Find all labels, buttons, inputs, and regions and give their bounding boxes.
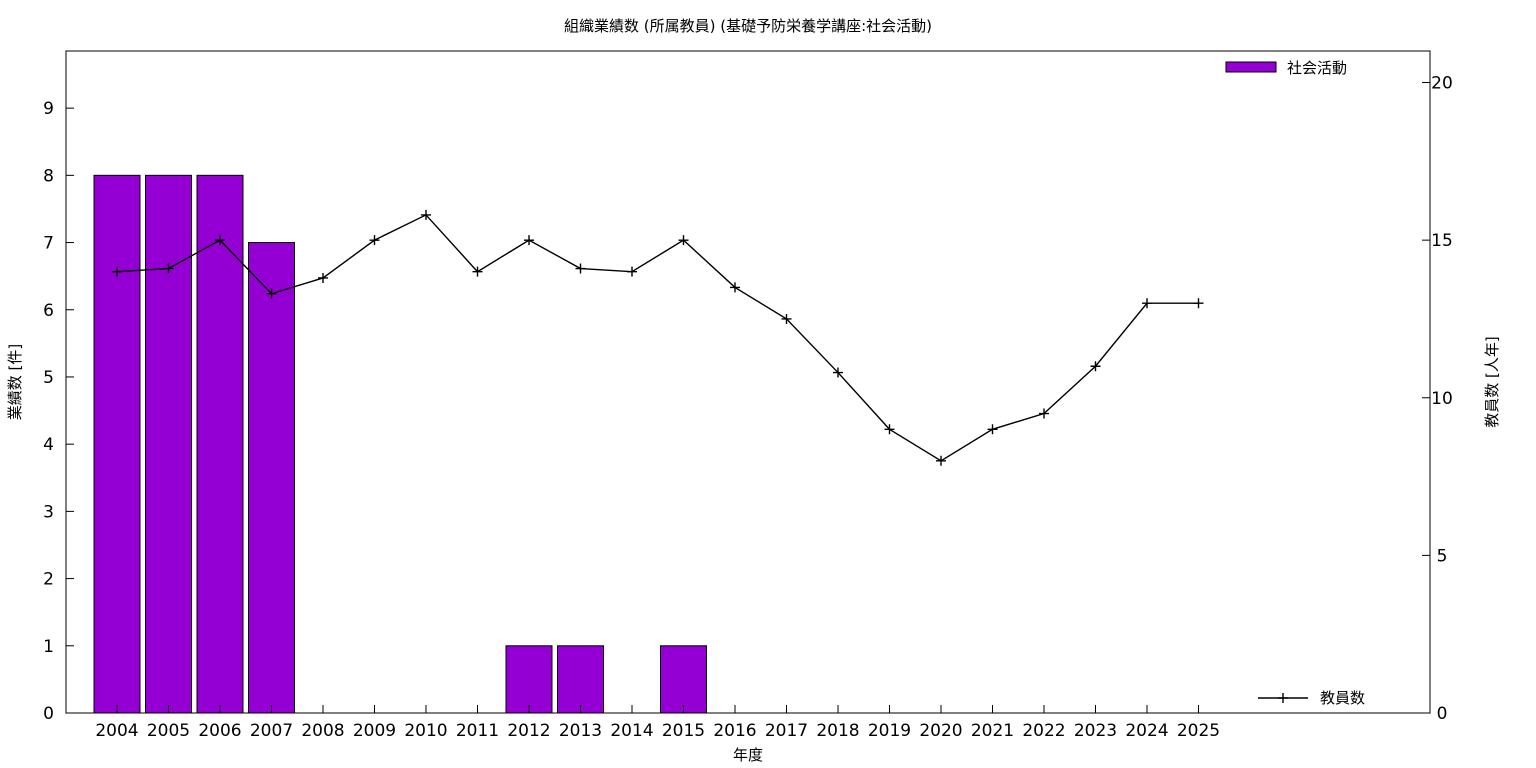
x-tick-label: 2008 xyxy=(301,721,344,741)
x-tick-label: 2021 xyxy=(971,721,1014,741)
x-tick-label: 2010 xyxy=(404,721,447,741)
y-tick-label: 1 xyxy=(43,637,54,657)
x-tick-label: 2004 xyxy=(95,721,138,741)
legend-line-label: 教員数 xyxy=(1320,689,1365,707)
line-point-2025 xyxy=(1193,298,1204,309)
y-tick-label: 3 xyxy=(43,502,54,522)
plot-frame xyxy=(65,50,1431,714)
x-tick-label: 2025 xyxy=(1177,721,1220,741)
y-tick-label: 9 xyxy=(43,99,54,119)
bar-2005 xyxy=(145,174,192,714)
y2-tick-label: 0 xyxy=(1437,704,1448,724)
y2-tick-label: 20 xyxy=(1431,74,1453,94)
y-tick-label: 8 xyxy=(43,166,54,186)
x-tick-label: 2014 xyxy=(610,721,653,741)
bar-2012 xyxy=(505,645,553,714)
line-point-2014 xyxy=(627,266,637,277)
x-tick-label: 2015 xyxy=(662,721,705,741)
bars-layer xyxy=(93,174,707,714)
line-point-2017 xyxy=(781,313,792,324)
chart-title: 組織業績数 (所属教員) (基礎予防栄養学講座:社会活動) xyxy=(564,17,932,35)
y-tick-label: 4 xyxy=(43,435,54,455)
x-tick-label: 2006 xyxy=(198,721,241,741)
x-tick-label: 2009 xyxy=(353,721,396,741)
line-point-2016 xyxy=(730,282,740,293)
x-tick-label: 2019 xyxy=(868,721,911,741)
x-axis: 2004 2005 2006 2007 2008 2009 2010 2011 2012 2013… xyxy=(95,705,1220,741)
y2-tick-label: 10 xyxy=(1431,389,1453,409)
x-tick-label: 2022 xyxy=(1022,721,1065,741)
line-point-2015 xyxy=(678,235,689,246)
line-point-2009 xyxy=(369,235,380,246)
bar-2004 xyxy=(93,174,141,714)
line-point-2021 xyxy=(987,424,998,435)
line-point-2005 xyxy=(163,263,174,274)
y-tick-label: 6 xyxy=(43,301,54,321)
x-tick-label: 2016 xyxy=(713,721,756,741)
y-tick-label: 7 xyxy=(43,234,54,254)
y-axis: 0 1 2 3 4 5 6 7 8 9 xyxy=(43,99,74,724)
line-point-2006 xyxy=(215,235,225,246)
x-tick-label: 2020 xyxy=(919,721,962,741)
legend-bar-label: 社会活動 xyxy=(1287,59,1347,77)
y-tick-label: 0 xyxy=(43,704,54,724)
line-point-2024 xyxy=(1142,298,1152,309)
x-tick-label: 2024 xyxy=(1125,721,1168,741)
bar-2013 xyxy=(557,645,604,714)
line-point-2020 xyxy=(936,455,946,466)
x-axis-label: 年度 xyxy=(733,746,763,764)
line-series xyxy=(116,214,1199,462)
bar-2006 xyxy=(196,174,244,714)
bar-2007 xyxy=(248,242,295,714)
y2-axis-label: 教員数 [人年] xyxy=(1483,336,1501,427)
line-point-2023 xyxy=(1090,361,1101,372)
line-layer xyxy=(112,209,1204,466)
line-point-2013 xyxy=(575,263,586,274)
x-tick-label: 2011 xyxy=(456,721,499,741)
line-point-2022 xyxy=(1039,408,1049,419)
bar-2015 xyxy=(660,645,707,714)
x-tick-label: 2007 xyxy=(250,721,293,741)
x-tick-label: 2013 xyxy=(559,721,602,741)
y2-tick-label: 15 xyxy=(1431,231,1453,251)
line-point-2011 xyxy=(472,266,483,277)
x-tick-label: 2005 xyxy=(147,721,190,741)
x-tick-label: 2012 xyxy=(507,721,550,741)
line-point-2004 xyxy=(112,266,122,277)
line-point-2010 xyxy=(421,209,431,220)
x-tick-label: 2017 xyxy=(765,721,808,741)
line-point-2012 xyxy=(524,235,534,246)
y2-tick-label: 5 xyxy=(1437,546,1448,566)
legend-line: 教員数 xyxy=(1258,689,1365,707)
line-point-2018 xyxy=(833,367,843,378)
legend-bar-swatch xyxy=(1225,61,1277,73)
x-tick-label: 2018 xyxy=(816,721,859,741)
y-tick-label: 2 xyxy=(43,570,54,590)
x-tick-label: 2023 xyxy=(1074,721,1117,741)
line-point-2008 xyxy=(318,272,328,283)
y2-axis: 0 5 10 15 20 xyxy=(1422,74,1453,724)
y-tick-label: 5 xyxy=(43,368,54,388)
y-axis-label: 業績数 [件] xyxy=(6,344,24,420)
legend-bar: 社会活動 xyxy=(1225,59,1347,77)
line-point-2019 xyxy=(884,424,895,435)
line-point-2007 xyxy=(266,288,277,299)
